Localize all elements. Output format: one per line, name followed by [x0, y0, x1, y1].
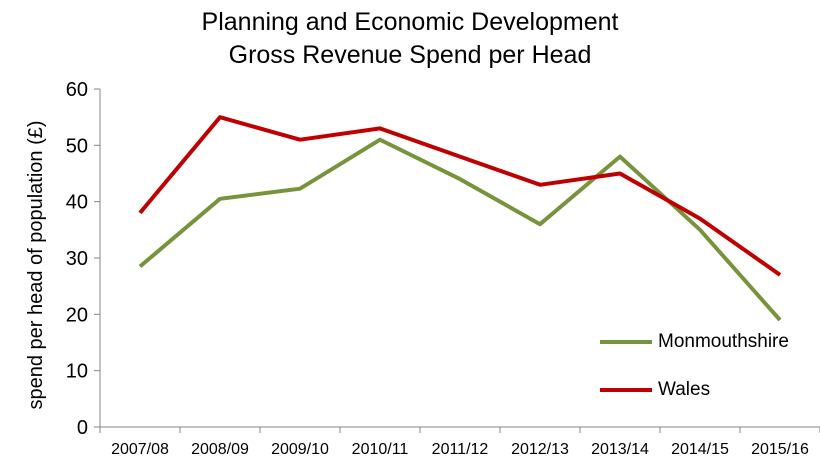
legend-item-wales: Wales [600, 378, 789, 402]
x-tick-label: 2008/09 [191, 441, 249, 458]
y-tick-label: 10 [66, 361, 88, 383]
y-tick-label: 30 [66, 248, 88, 270]
chart-legend: Monmouthshire Wales [600, 330, 789, 426]
x-tick-label: 2012/13 [511, 441, 569, 458]
y-tick-label: 60 [66, 79, 88, 101]
legend-label: Monmouthshire [658, 331, 789, 352]
series-line-monmouthshire [138, 137, 782, 322]
legend-swatch [600, 388, 652, 392]
x-tick-label: 2011/12 [432, 441, 489, 458]
chart-series [138, 115, 782, 322]
y-tick-label: 0 [77, 417, 88, 439]
chart-axes: 0 10 20 30 40 50 60 2007/08 2008/09 2009/10 2010/1… [66, 79, 820, 458]
y-tick-label: 40 [66, 192, 88, 214]
chart-title-block: Planning and Economic Development Gross … [0, 6, 820, 72]
x-tick-label: 2007/08 [111, 441, 169, 458]
y-tick-label: 50 [66, 135, 88, 157]
x-tick-label: 2013/14 [591, 441, 649, 458]
chart-title: Planning and Economic Development [201, 8, 619, 36]
x-tick-label: 2014/15 [671, 441, 729, 458]
chart-subtitle: Gross Revenue Spend per Head [228, 41, 592, 69]
x-tick-label: 2015/16 [751, 441, 809, 458]
y-axis-label: spend per head of population (£) [25, 120, 47, 409]
x-tick-label: 2010/11 [352, 441, 409, 458]
legend-label: Wales [658, 379, 711, 400]
legend-item-monmouthshire: Monmouthshire [600, 330, 789, 354]
legend-swatch [600, 340, 652, 344]
y-tick-label: 20 [66, 304, 88, 326]
x-tick-label: 2009/10 [271, 441, 329, 458]
